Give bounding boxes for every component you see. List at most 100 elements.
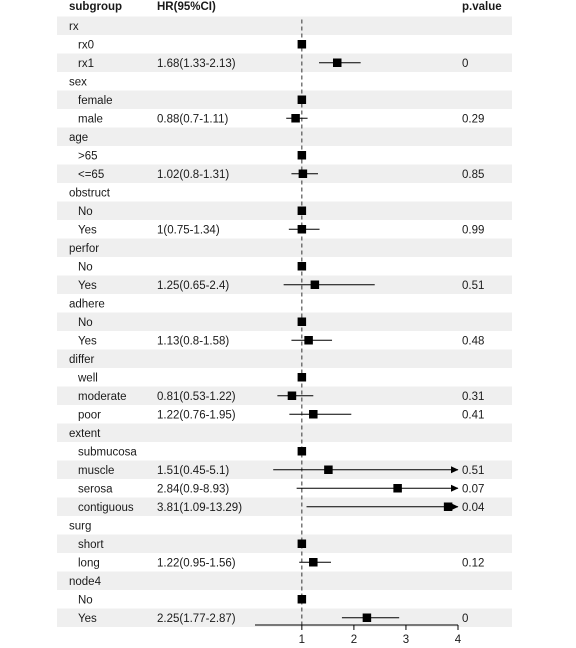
row-stripe — [57, 16, 512, 35]
subgroup-label: Yes — [78, 613, 97, 625]
subgroup-label: muscle — [78, 465, 114, 477]
row-stripe — [57, 349, 512, 368]
hr-ci-label: 1.51(0.45-5.1) — [157, 465, 229, 477]
subgroup-label: >65 — [78, 150, 98, 162]
group-label: sex — [69, 76, 87, 88]
estimate-point — [393, 484, 402, 493]
estimate-point — [304, 336, 313, 345]
row-stripe — [57, 201, 512, 220]
estimate-point — [362, 613, 372, 622]
pvalue-label: 0.04 — [462, 502, 485, 514]
estimate-point — [309, 558, 318, 567]
pvalue-label: 0.29 — [462, 113, 484, 125]
estimate-marks — [273, 40, 459, 622]
subgroup-label: Yes — [78, 335, 97, 347]
x-tick-label: 3 — [403, 634, 409, 646]
pvalue-label: 0.41 — [462, 409, 484, 421]
x-tick-label: 2 — [351, 634, 357, 646]
subgroup-label: Yes — [78, 224, 97, 236]
row-stripe — [57, 90, 512, 109]
row-stripe — [57, 164, 512, 183]
subgroup-label: No — [78, 206, 93, 218]
pvalue-label: 0.48 — [462, 335, 484, 347]
row-stripe — [57, 127, 512, 146]
estimate-point — [297, 151, 307, 160]
hr-ci-label: 1.68(1.33-2.13) — [157, 58, 236, 70]
group-label: surg — [69, 520, 91, 532]
row-stripe — [57, 238, 512, 257]
estimate-point — [297, 40, 307, 49]
group-label: differ — [69, 354, 95, 366]
estimate-point — [443, 502, 453, 511]
hr-ci-label: 0.81(0.53-1.22) — [157, 391, 236, 403]
hr-ci-label: 2.84(0.9-8.93) — [157, 483, 229, 495]
subgroup-label: No — [78, 261, 93, 273]
subgroup-label: <=65 — [78, 169, 104, 181]
subgroup-label: Yes — [78, 280, 97, 292]
subgroup-label: moderate — [78, 391, 127, 403]
subgroup-label: No — [78, 594, 93, 606]
estimate-point — [324, 465, 333, 474]
group-label: extent — [69, 428, 101, 440]
pvalue-label: 0.07 — [462, 483, 484, 495]
x-axis: 1 2 3 4 — [255, 624, 462, 646]
subgroup-label: male — [78, 113, 103, 125]
estimate-point — [297, 95, 307, 104]
hr-ci-label: 1.25(0.65-2.4) — [157, 280, 229, 292]
estimate-point — [297, 317, 307, 326]
hr-ci-label: 1.22(0.76-1.95) — [157, 409, 236, 421]
x-tick-label: 4 — [455, 634, 462, 646]
pvalue-label: 0.51 — [462, 280, 484, 292]
subgroup-label: poor — [78, 409, 101, 421]
hr-ci-label: 0.88(0.7-1.11) — [157, 113, 229, 125]
row-stripe — [57, 53, 512, 72]
subgroup-label: rx1 — [78, 58, 94, 70]
estimate-point — [332, 58, 342, 67]
estimate-point — [298, 169, 308, 178]
hr-header: HR(95%CI) — [157, 1, 216, 13]
table-rows: rx rx0 rx1 1.68(1.33-2.13) 0 sex female male 0.8… — [69, 21, 485, 625]
pvalue-label: 0.12 — [462, 557, 484, 569]
pvalue-label: 0.31 — [462, 391, 484, 403]
group-label: obstruct — [69, 187, 111, 199]
group-label: perfor — [69, 243, 99, 255]
pvalue-label: 0 — [462, 58, 468, 70]
subgroup-label: short — [78, 539, 104, 551]
group-label: age — [69, 132, 88, 144]
subgroup-label: serosa — [78, 483, 113, 495]
hr-ci-label: 1.02(0.8-1.31) — [157, 169, 229, 181]
hr-ci-label: 1(0.75-1.34) — [157, 224, 220, 236]
group-label: rx — [69, 21, 79, 33]
row-stripe — [57, 497, 512, 516]
estimate-point — [297, 206, 307, 215]
pvalue-label: 0 — [462, 613, 468, 625]
row-stripe — [57, 312, 512, 331]
estimate-point — [310, 280, 320, 289]
pvalue-label: 0.51 — [462, 465, 484, 477]
subgroup-label: well — [77, 372, 98, 384]
x-tick-label: 1 — [299, 634, 305, 646]
hr-ci-label: 2.25(1.77-2.87) — [157, 613, 236, 625]
estimate-point — [297, 262, 307, 271]
row-stripes — [57, 16, 512, 627]
group-label: adhere — [69, 298, 105, 310]
estimate-point — [287, 391, 297, 400]
estimate-point — [309, 410, 318, 419]
row-stripe — [57, 608, 512, 627]
row-stripe — [57, 571, 512, 590]
estimate-point — [297, 373, 307, 382]
hr-ci-label: 1.22(0.95-1.56) — [157, 557, 236, 569]
subgroup-label: submucosa — [78, 446, 137, 458]
estimate-point — [297, 539, 307, 548]
subgroup-label: contiguous — [78, 502, 134, 514]
estimate-point — [291, 114, 300, 123]
subgroup-label: No — [78, 317, 93, 329]
estimate-point — [297, 225, 307, 234]
subgroup-label: long — [78, 557, 100, 569]
subgroup-label: rx0 — [78, 39, 94, 51]
group-label: node4 — [69, 576, 102, 588]
pvalue-label: 0.85 — [462, 169, 484, 181]
estimate-point — [297, 447, 307, 456]
hr-ci-label: 1.13(0.8-1.58) — [157, 335, 229, 347]
